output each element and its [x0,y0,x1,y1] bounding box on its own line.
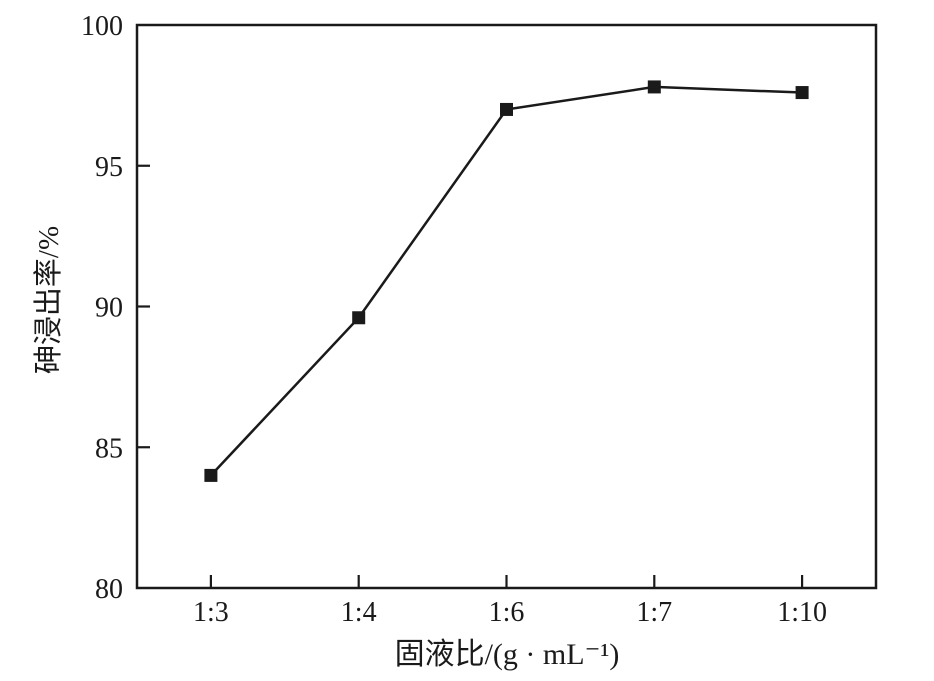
y-tick-label: 80 [95,574,123,605]
x-tick-label: 1:7 [636,597,672,628]
x-tick-label: 1:10 [777,597,827,628]
x-axis-label: 固液比/(g · mL⁻¹) [394,638,620,671]
data-point-marker [352,311,366,325]
y-tick-label: 85 [95,433,123,464]
x-tick-label: 1:3 [193,597,229,628]
data-line [209,85,803,477]
y-tick-label: 100 [81,11,123,42]
data-point-marker [204,468,218,482]
x-tick-label: 1:6 [489,597,525,628]
y-axis-label: 砷浸出率/% [33,225,65,375]
y-tick-label: 90 [95,293,123,324]
y-tick-label: 95 [95,152,123,183]
data-point-marker [795,86,809,100]
x-tick-label: 1:4 [341,597,377,628]
data-point-marker [500,102,513,116]
data-point-marker [647,80,661,94]
